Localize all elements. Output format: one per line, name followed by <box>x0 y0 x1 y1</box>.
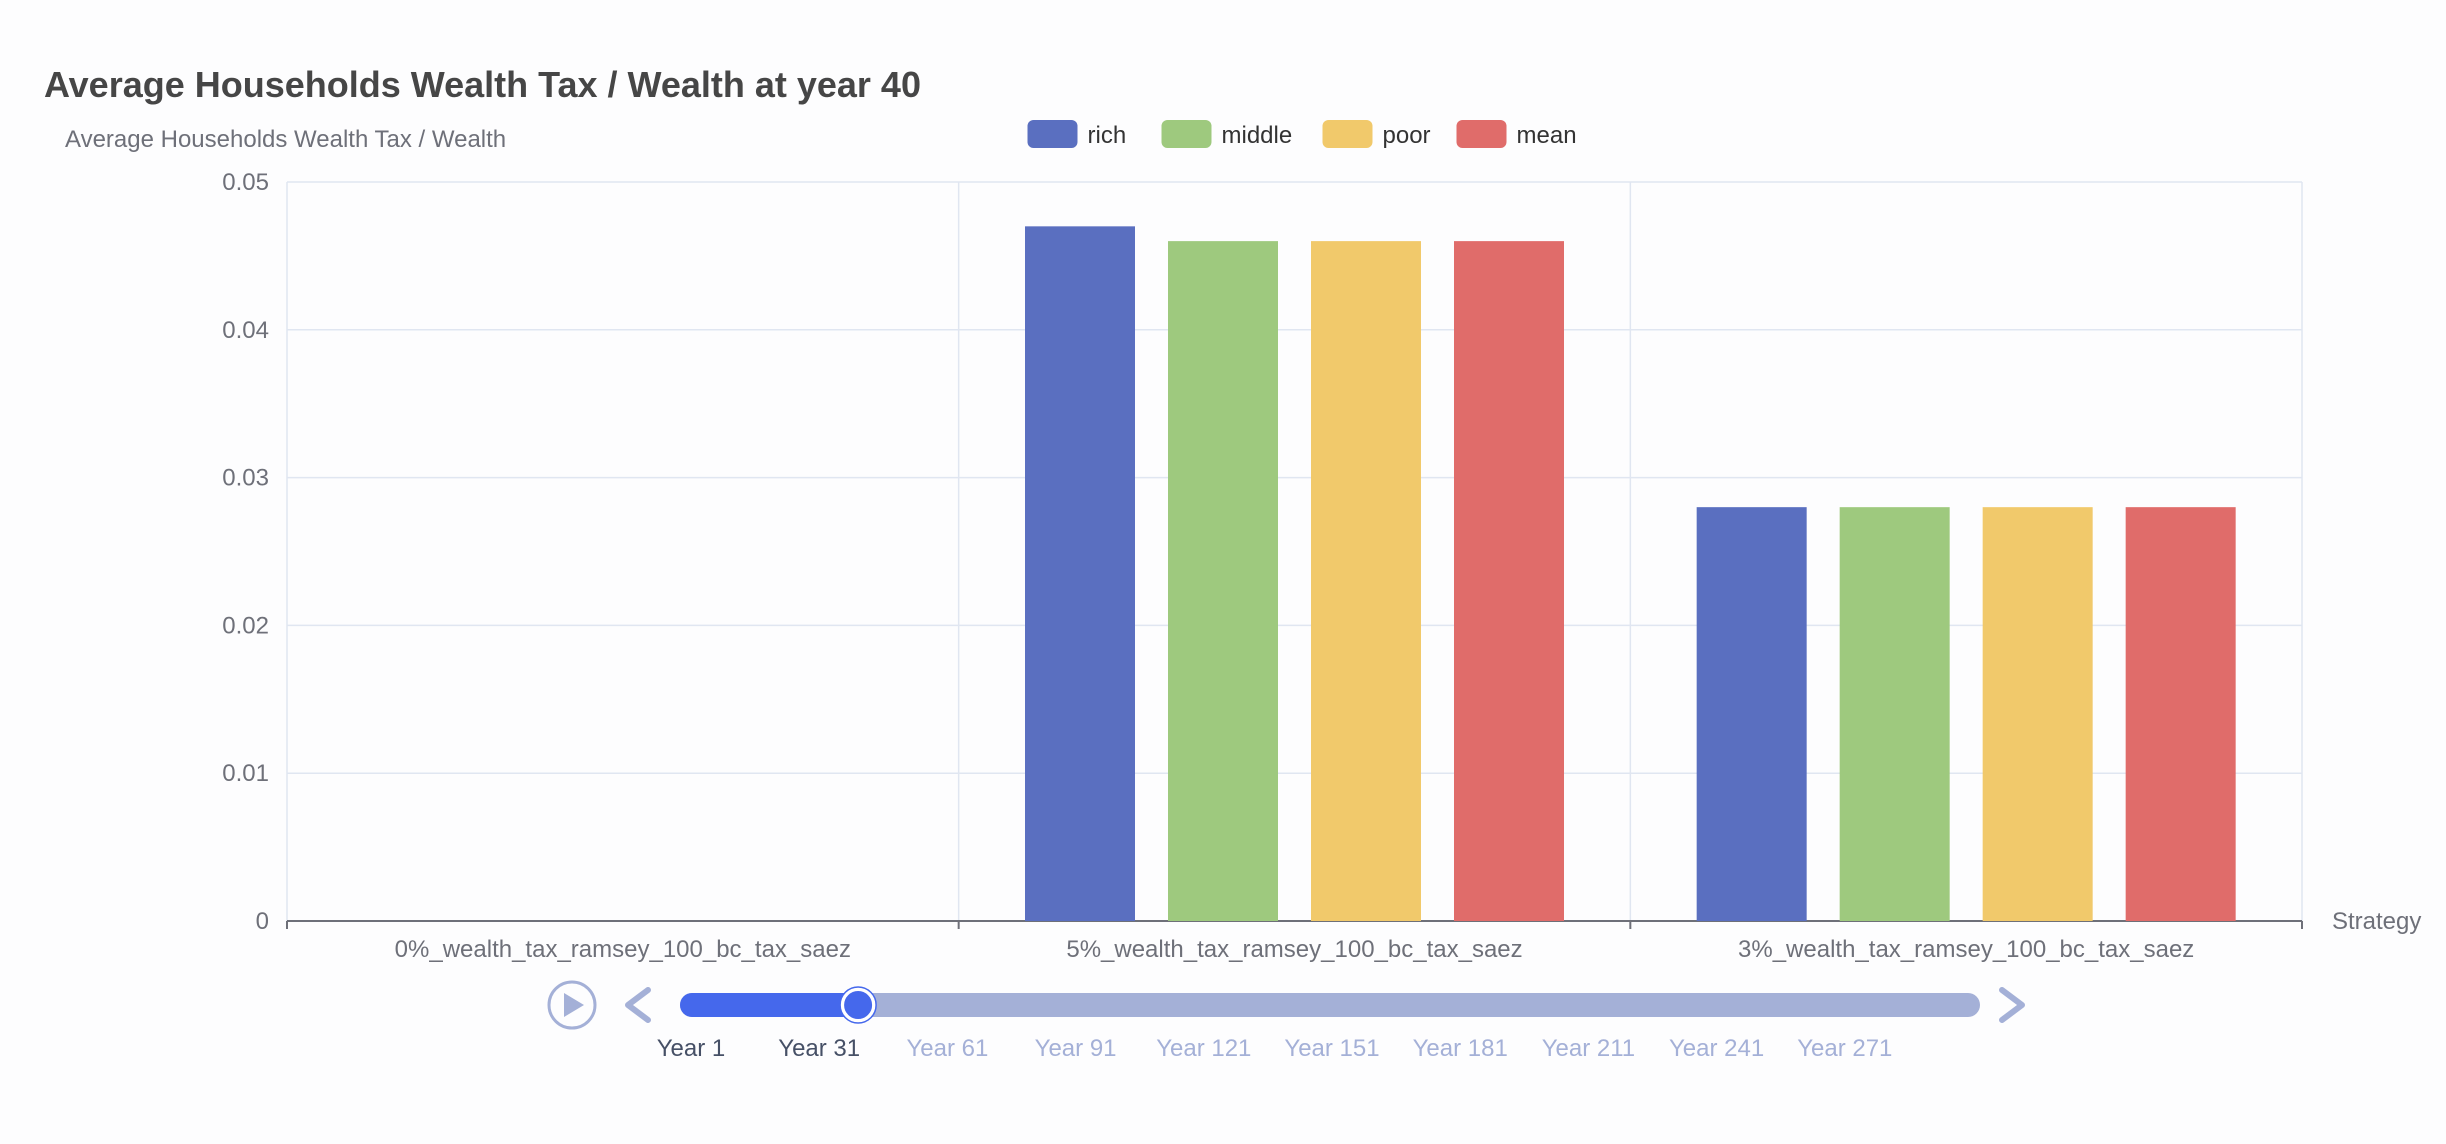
y-tick-label: 0.01 <box>222 760 269 787</box>
timeline-track[interactable] <box>680 993 1980 1017</box>
y-axis-label: Average Households Wealth Tax / Wealth <box>65 126 506 153</box>
legend-swatch-poor[interactable] <box>1322 120 1373 148</box>
legend-swatch-mean[interactable] <box>1456 120 1507 148</box>
y-tick-label: 0.04 <box>222 317 269 344</box>
y-tick-label: 0.03 <box>222 465 269 492</box>
bar-middle-2[interactable] <box>1168 241 1278 921</box>
legend-label-mean[interactable]: mean <box>1517 122 1577 149</box>
play-button[interactable] <box>547 980 597 1030</box>
timeline-label[interactable]: Year 1 <box>657 1035 726 1062</box>
x-axis-label: Strategy <box>2332 908 2421 935</box>
timeline-label[interactable]: Year 61 <box>906 1035 988 1062</box>
timeline-label[interactable]: Year 241 <box>1669 1035 1764 1062</box>
legend-swatch-rich[interactable] <box>1027 120 1078 148</box>
x-tick-label: 0%_wealth_tax_ramsey_100_bc_tax_saez <box>395 936 851 963</box>
x-tick-label: 3%_wealth_tax_ramsey_100_bc_tax_saez <box>1738 936 2194 963</box>
timeline-label[interactable]: Year 31 <box>778 1035 860 1062</box>
legend-label-rich[interactable]: rich <box>1088 122 1127 149</box>
y-tick-label: 0.05 <box>222 169 269 196</box>
timeline-label[interactable]: Year 211 <box>1542 1035 1635 1062</box>
legend-label-poor[interactable]: poor <box>1383 122 1431 149</box>
chart-title: Average Households Wealth Tax / Wealth a… <box>44 64 921 105</box>
bar-mean-2[interactable] <box>1454 241 1564 921</box>
timeline-handle-ring <box>839 986 877 1024</box>
timeline-progress <box>680 993 859 1017</box>
bar-poor-2[interactable] <box>1311 241 1421 921</box>
timeline-label[interactable]: Year 121 <box>1156 1035 1251 1062</box>
timeline-handle[interactable] <box>840 987 877 1023</box>
chevron-right-icon[interactable] <box>1999 987 2025 1023</box>
bar-mean-3[interactable] <box>2125 507 2236 921</box>
play-icon[interactable] <box>564 993 584 1017</box>
y-tick-label: 0 <box>256 908 269 935</box>
bar-rich-2[interactable] <box>1025 226 1135 922</box>
timeline-label[interactable]: Year 91 <box>1035 1035 1117 1062</box>
chevron-left-icon[interactable] <box>625 987 651 1023</box>
timeline-label[interactable]: Year 271 <box>1797 1035 1892 1062</box>
bar-rich-3[interactable] <box>1696 507 1807 921</box>
legend-label-middle[interactable]: middle <box>1222 122 1293 149</box>
y-tick-label: 0.02 <box>222 612 269 639</box>
legend-swatch-middle[interactable] <box>1161 120 1212 148</box>
timeline-label[interactable]: Year 181 <box>1413 1035 1508 1062</box>
timeline-label[interactable]: Year 151 <box>1284 1035 1379 1062</box>
bar-poor-3[interactable] <box>1982 507 2093 921</box>
bar-middle-3[interactable] <box>1839 507 1950 921</box>
x-tick-label: 5%_wealth_tax_ramsey_100_bc_tax_saez <box>1066 936 1522 963</box>
